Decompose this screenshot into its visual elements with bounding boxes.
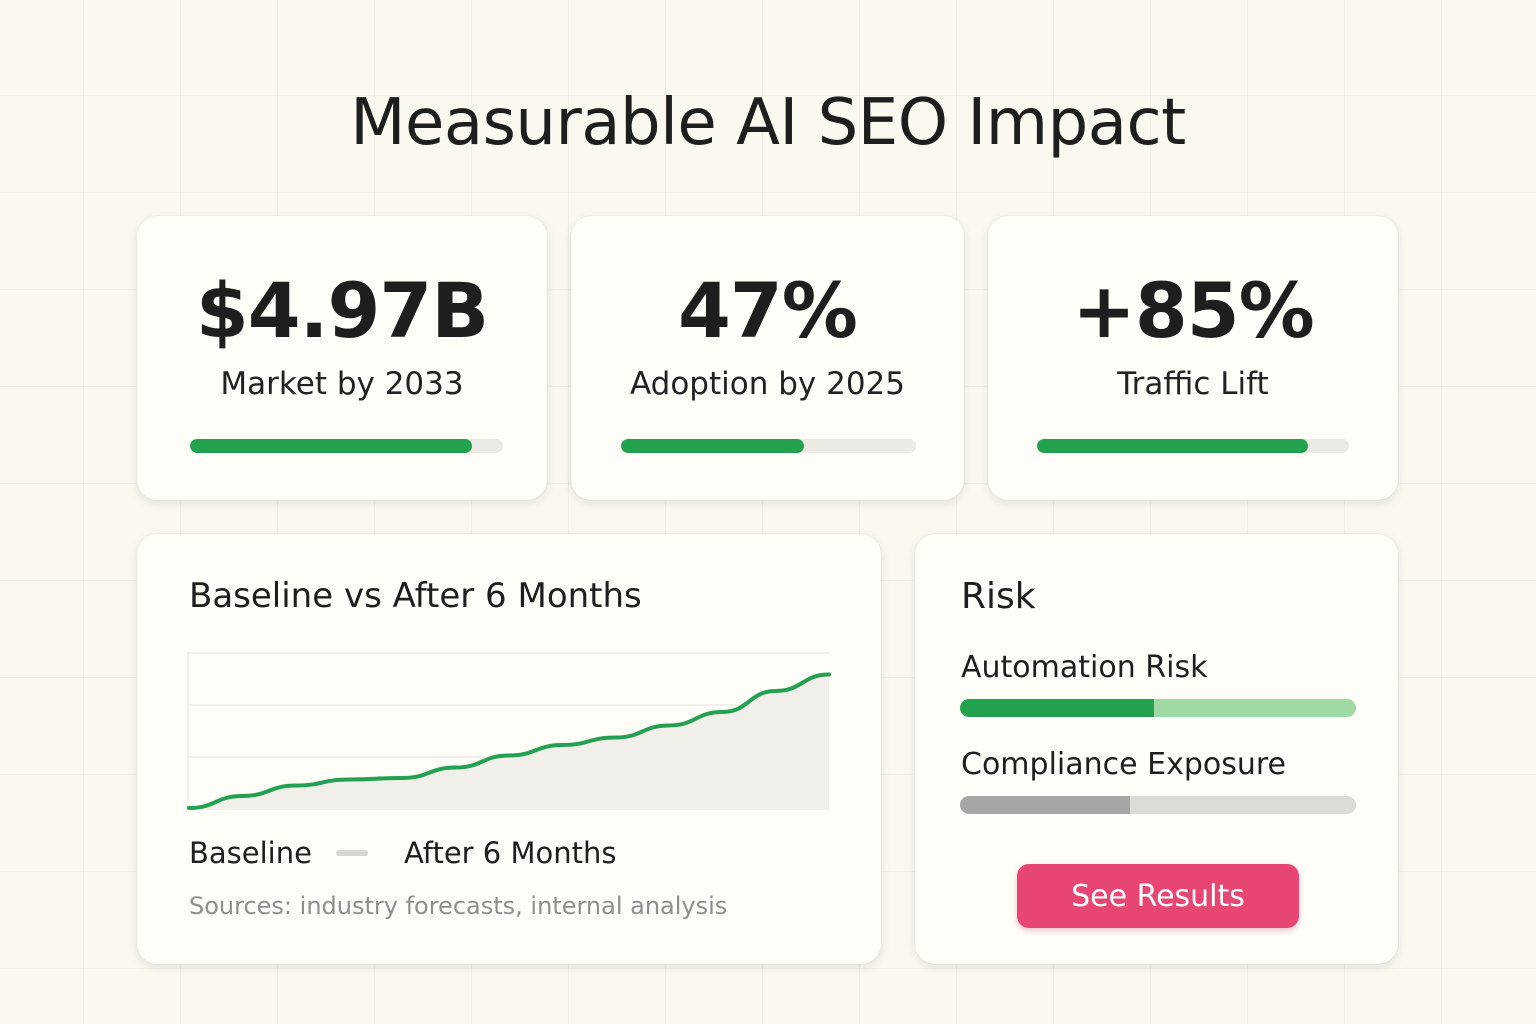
- stat-progress-bar: [1037, 439, 1349, 453]
- stat-card-traffic: +85% Traffic Lift: [988, 216, 1398, 500]
- legend-after-label: After 6 Months: [403, 836, 617, 870]
- risk-card: Risk Automation Risk Compliance Exposure…: [915, 534, 1398, 964]
- automation-risk-label: Automation Risk: [961, 650, 1208, 685]
- stat-label: Traffic Lift: [1117, 366, 1269, 402]
- chart-area: [189, 674, 829, 808]
- growth-chart: [187, 652, 831, 812]
- stat-progress-fill: [621, 439, 804, 453]
- chart-legend: Baseline After 6 Months: [189, 836, 616, 870]
- stat-card-adoption: 47% Adoption by 2025: [571, 216, 964, 500]
- stat-progress-fill: [190, 439, 472, 453]
- sources-note: Sources: industry forecasts, internal an…: [189, 892, 728, 920]
- legend-swatch: [335, 850, 368, 856]
- stat-value: 47%: [678, 266, 858, 355]
- legend-baseline-label: Baseline: [189, 836, 312, 870]
- stat-value: $4.97B: [195, 266, 489, 355]
- chart-title: Baseline vs After 6 Months: [189, 576, 642, 616]
- page-title: Measurable AI SEO Impact: [350, 86, 1186, 160]
- automation-risk-bar: [960, 699, 1356, 717]
- compliance-exposure-label: Compliance Exposure: [961, 747, 1287, 782]
- stat-label: Market by 2033: [220, 366, 464, 402]
- compliance-exposure-bar: [960, 796, 1356, 814]
- see-results-button[interactable]: See Results: [1017, 864, 1299, 928]
- stat-label: Adoption by 2025: [630, 366, 905, 402]
- stat-progress-bar: [190, 439, 503, 453]
- compliance-exposure-fill: [960, 796, 1131, 814]
- risk-title: Risk: [961, 576, 1036, 617]
- stat-progress-fill: [1037, 439, 1309, 453]
- stat-value: +85%: [1072, 266, 1315, 355]
- stat-card-market: $4.97B Market by 2033: [137, 216, 547, 500]
- stat-progress-bar: [621, 439, 916, 453]
- automation-risk-fill: [960, 699, 1155, 717]
- growth-chart-card: Baseline vs After 6 Months Baseline Afte…: [137, 534, 881, 964]
